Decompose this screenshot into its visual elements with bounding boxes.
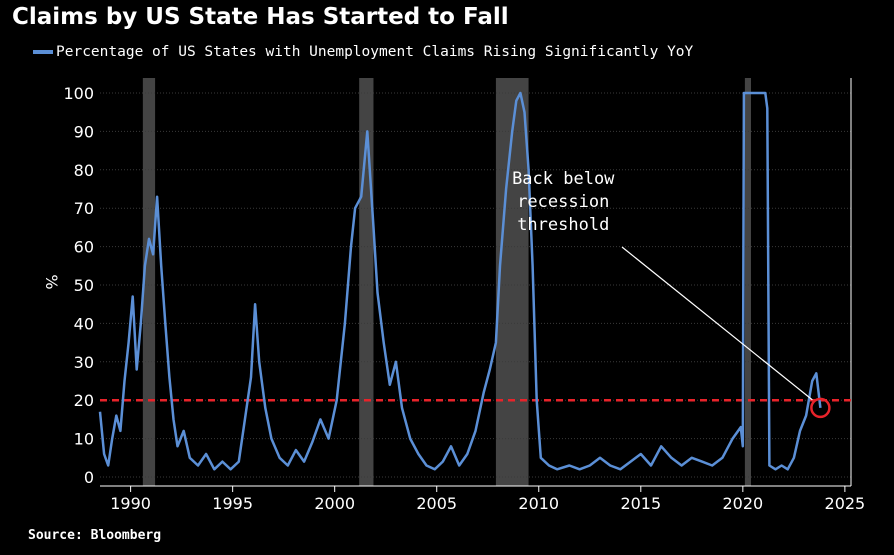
x-tick-label: 2000 <box>314 494 355 513</box>
x-tick-label: 2010 <box>518 494 559 513</box>
y-tick-label: 50 <box>74 276 94 295</box>
legend: Percentage of US States with Unemploymen… <box>33 44 693 60</box>
x-tick-label: 2015 <box>620 494 661 513</box>
annotation-line: recession <box>517 192 609 212</box>
source-note: Source: Bloomberg <box>28 528 162 543</box>
x-tick-label: 2025 <box>825 494 866 513</box>
legend-swatch <box>33 50 53 54</box>
x-tick-label: 1995 <box>212 494 253 513</box>
x-tick-label: 2005 <box>416 494 457 513</box>
recession-band <box>142 78 156 486</box>
y-tick-label: 0 <box>84 468 94 487</box>
x-tick-label: 1990 <box>110 494 151 513</box>
highlight-marker <box>810 397 831 419</box>
y-tick-label: 10 <box>74 430 94 449</box>
x-tick-label: 2020 <box>722 494 763 513</box>
y-tick-label: 20 <box>74 391 94 410</box>
y-tick-label: 60 <box>74 238 94 257</box>
chart-title: Claims by US State Has Started to Fall <box>12 4 509 30</box>
recession-band <box>744 78 752 486</box>
recession-band <box>495 78 529 486</box>
annotation-pointer <box>621 246 813 401</box>
annotation-line: threshold <box>517 215 609 235</box>
y-tick-label: 100 <box>63 84 94 103</box>
legend-label: Percentage of US States with Unemploymen… <box>56 44 694 60</box>
y-tick-label: 80 <box>74 161 94 180</box>
y-tick-label: 30 <box>74 353 94 372</box>
y-tick-label: 90 <box>74 122 94 141</box>
plot-background <box>100 78 851 486</box>
series-line <box>98 91 822 471</box>
annotation-line: Back below <box>512 169 615 189</box>
y-tick-label: 40 <box>74 314 94 333</box>
y-tick-label: 70 <box>74 199 94 218</box>
y-axis-label: % <box>42 274 61 289</box>
